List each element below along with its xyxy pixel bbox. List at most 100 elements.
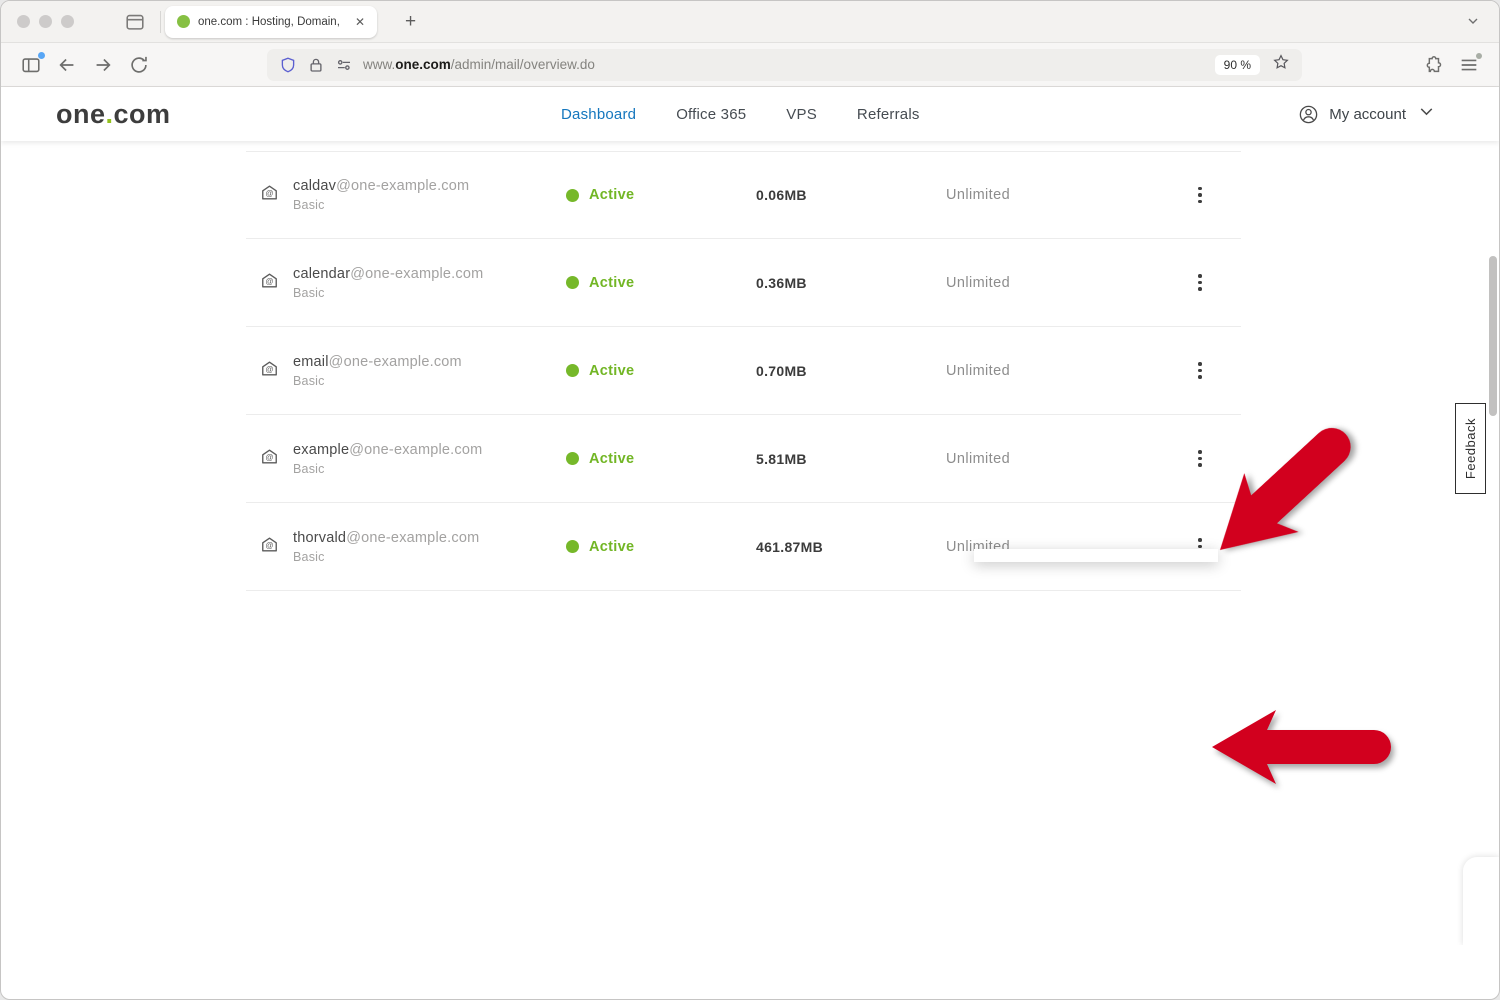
mail-account-icon: @ <box>260 359 279 383</box>
back-button-icon[interactable] <box>56 54 78 76</box>
url-text[interactable]: www.one.com/admin/mail/overview.do <box>363 57 1215 72</box>
site-favicon <box>177 15 190 28</box>
status-dot <box>566 364 579 377</box>
url-www: www. <box>363 57 395 72</box>
url-path: /admin/mail/overview.do <box>451 57 595 72</box>
bookmark-star-icon[interactable] <box>1272 53 1290 76</box>
browser-tabstrip: one.com : Hosting, Domain, Ema ✕ + <box>1 1 1499 43</box>
svg-text:@: @ <box>265 453 273 462</box>
status-label: Active <box>589 363 634 379</box>
status-dot <box>566 452 579 465</box>
lock-icon[interactable] <box>307 56 325 74</box>
table-row-thorvald: @ thorvald@one-example.com Basic Active 461.… <box>246 503 1241 591</box>
permissions-icon[interactable] <box>335 56 353 74</box>
list-tabs-chevron-icon[interactable] <box>1465 13 1481 34</box>
close-tab-icon[interactable]: ✕ <box>351 13 369 31</box>
svg-text:@: @ <box>265 277 273 286</box>
nav-dashboard[interactable]: Dashboard <box>561 106 636 123</box>
status-dot <box>566 189 579 202</box>
email-address: calendar@one-example.com <box>293 266 566 282</box>
my-account-menu[interactable]: My account <box>1298 101 1437 127</box>
reload-button-icon[interactable] <box>128 54 150 76</box>
plan-label: Basic <box>293 550 566 564</box>
tab-separator <box>160 11 161 33</box>
site-header: one.com DashboardOffice 365VPSReferrals … <box>1 87 1499 141</box>
status-label: Active <box>589 539 634 555</box>
logo-com: com <box>114 99 171 129</box>
svg-text:@: @ <box>265 189 273 198</box>
usage-value: 0.06MB <box>756 187 946 203</box>
status-label: Active <box>589 187 634 203</box>
browser-tab[interactable]: one.com : Hosting, Domain, Ema ✕ <box>165 6 377 38</box>
close-window-button[interactable] <box>17 15 30 28</box>
url-domain: one.com <box>395 57 451 72</box>
status-label: Active <box>589 451 634 467</box>
row-menu-kebab-icon[interactable] <box>1186 181 1214 209</box>
usage-value: 461.87MB <box>756 539 946 555</box>
svg-text:@: @ <box>265 365 273 374</box>
logo-dot: . <box>106 99 114 129</box>
notification-dot <box>38 52 45 59</box>
feedback-tab[interactable]: Feedback <box>1455 403 1486 494</box>
mail-account-icon: @ <box>260 183 279 207</box>
status-dot <box>566 540 579 553</box>
plan-label: Basic <box>293 286 566 300</box>
extensions-puzzle-icon[interactable] <box>1422 54 1444 76</box>
mail-account-icon: @ <box>260 535 279 559</box>
status-dot <box>566 276 579 289</box>
row-menu-kebab-icon[interactable] <box>1186 445 1214 473</box>
table-row-email: @ email@one-example.com Basic Active 0.70MBU… <box>246 327 1241 415</box>
minimize-window-button[interactable] <box>39 15 52 28</box>
account-context-menu <box>974 549 1218 562</box>
email-address: thorvald@one-example.com <box>293 530 566 546</box>
mail-account-icon: @ <box>260 447 279 471</box>
plan-label: Basic <box>293 198 566 212</box>
my-account-label: My account <box>1329 106 1406 123</box>
logo-one: one <box>56 99 106 129</box>
mail-account-icon: @ <box>260 271 279 295</box>
plan-label: Basic <box>293 374 566 388</box>
usage-value: 0.70MB <box>756 363 946 379</box>
email-address: email@one-example.com <box>293 354 566 370</box>
browser-window: one.com : Hosting, Domain, Ema ✕ + <box>0 0 1500 1000</box>
row-menu-kebab-icon[interactable] <box>1186 269 1214 297</box>
quota-value: Unlimited <box>946 451 1186 467</box>
new-tab-button[interactable]: + <box>399 11 422 33</box>
account-person-icon <box>1298 104 1319 125</box>
email-address: caldav@one-example.com <box>293 178 566 194</box>
table-row-caldav: @ caldav@one-example.com Basic Active 0.06MB… <box>246 151 1241 239</box>
main-nav: Dashboard Office 365 VPS Referrals <box>561 106 920 123</box>
url-bar[interactable]: www.one.com/admin/mail/overview.do 90 % <box>267 49 1302 81</box>
tab-overview-icon[interactable] <box>124 11 146 33</box>
plan-label: Basic <box>293 462 566 476</box>
zoom-window-button[interactable] <box>61 15 74 28</box>
tracking-protection-shield-icon[interactable] <box>279 56 297 74</box>
nav-referrals[interactable]: Referrals <box>857 106 920 123</box>
account-chevron-icon <box>1416 101 1437 127</box>
app-menu-hamburger-icon[interactable] <box>1458 54 1480 76</box>
mail-accounts-table: @ caldav@one-example.com Basic Active 0.06MB… <box>246 151 1241 591</box>
window-controls <box>1 15 88 28</box>
mail-overview-page: @ caldav@one-example.com Basic Active 0.06MB… <box>1 141 1499 945</box>
svg-text:@: @ <box>265 541 273 550</box>
table-row-calendar: @ calendar@one-example.com Basic Active 0.36… <box>246 239 1241 327</box>
zoom-level-badge[interactable]: 90 % <box>1215 55 1260 75</box>
usage-value: 0.36MB <box>756 275 946 291</box>
tab-title: one.com : Hosting, Domain, Ema <box>198 16 343 28</box>
row-menu-kebab-icon[interactable] <box>1186 357 1214 385</box>
forward-button-icon[interactable] <box>92 54 114 76</box>
status-label: Active <box>589 275 634 291</box>
email-address: example@one-example.com <box>293 442 566 458</box>
nav-vps[interactable]: VPS <box>786 106 817 123</box>
table-row-example: @ example@one-example.com Basic Active 5.81M… <box>246 415 1241 503</box>
menu-badge-dot <box>1476 53 1482 59</box>
one-com-logo[interactable]: one.com <box>56 99 171 130</box>
sidebar-toggle-icon[interactable] <box>20 54 42 76</box>
usage-value: 5.81MB <box>756 451 946 467</box>
quota-value: Unlimited <box>946 363 1186 379</box>
corner-widget <box>1463 857 1499 945</box>
browser-scrollbar-thumb[interactable] <box>1489 256 1497 416</box>
quota-value: Unlimited <box>946 275 1186 291</box>
feedback-label: Feedback <box>1463 418 1478 479</box>
nav-office-365[interactable]: Office 365 <box>676 106 746 123</box>
